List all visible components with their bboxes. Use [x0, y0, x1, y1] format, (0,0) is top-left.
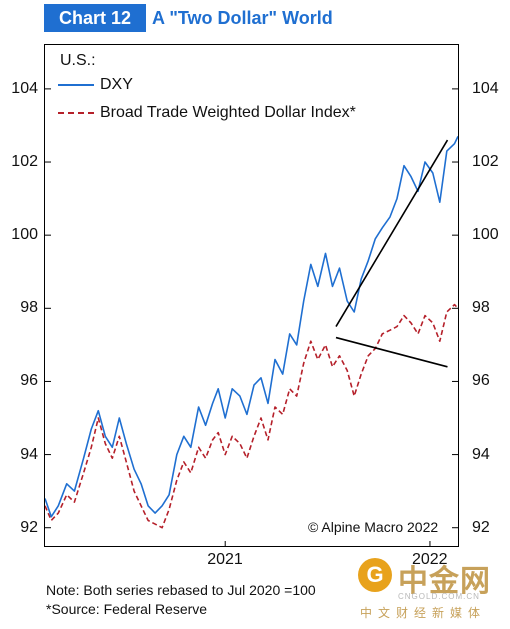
ytick-label-left-98: 98 — [20, 299, 38, 317]
legend-label-broad-dollar: Broad Trade Weighted Dollar Index* — [100, 104, 356, 121]
ytick-label-left-96: 96 — [20, 372, 38, 390]
xtick-label-2021: 2021 — [207, 551, 243, 568]
ytick-label-right-100: 100 — [472, 226, 499, 244]
trend-line-1 — [335, 139, 449, 327]
ytick-label-left-100: 100 — [11, 226, 38, 244]
plot-frame — [44, 44, 459, 547]
cngold-watermark: G 中金网 CNGOLD.COM.CN 中文财经新媒体 — [358, 556, 508, 622]
copyright-credit: © Alpine Macro 2022 — [308, 519, 439, 535]
watermark-tagline: 中文财经新媒体 — [360, 606, 487, 620]
legend-swatch-broad-dollar — [58, 111, 94, 114]
watermark-url: CNGOLD.COM.CN — [398, 592, 480, 601]
ytick-label-right-92: 92 — [472, 518, 490, 536]
chart-number-badge: Chart 12 — [44, 4, 146, 32]
ytick-label-left-92: 92 — [20, 518, 38, 536]
watermark-logo-icon: G — [358, 558, 392, 592]
ytick-label-left-104: 104 — [11, 79, 38, 97]
source-note: *Source: Federal Reserve — [46, 601, 208, 617]
trend-line-2 — [335, 336, 448, 368]
ytick-label-right-102: 102 — [472, 153, 499, 171]
legend-title: U.S.: — [60, 52, 96, 69]
ytick-label-right-96: 96 — [472, 372, 490, 390]
rebase-note: Note: Both series rebased to Jul 2020 =1… — [46, 582, 316, 598]
legend-swatch-dxy — [58, 83, 94, 86]
ytick-label-left-94: 94 — [20, 445, 38, 463]
legend-label-dxy: DXY — [100, 76, 133, 93]
series-line-dxy — [44, 136, 459, 518]
ytick-label-right-94: 94 — [472, 445, 490, 463]
series-line-broad-dollar — [44, 303, 459, 529]
xtick-label-2022: 2022 — [411, 551, 448, 568]
chart-title: A "Two Dollar" World — [152, 8, 333, 28]
ytick-label-right-98: 98 — [472, 299, 490, 317]
ytick-label-right-104: 104 — [472, 79, 499, 97]
watermark-name: 中金网 — [398, 564, 491, 599]
ytick-label-left-102: 102 — [11, 153, 38, 171]
legend-item-broad-dollar: Broad Trade Weighted Dollar Index* — [58, 104, 356, 122]
legend-item-dxy: DXY — [58, 76, 133, 94]
